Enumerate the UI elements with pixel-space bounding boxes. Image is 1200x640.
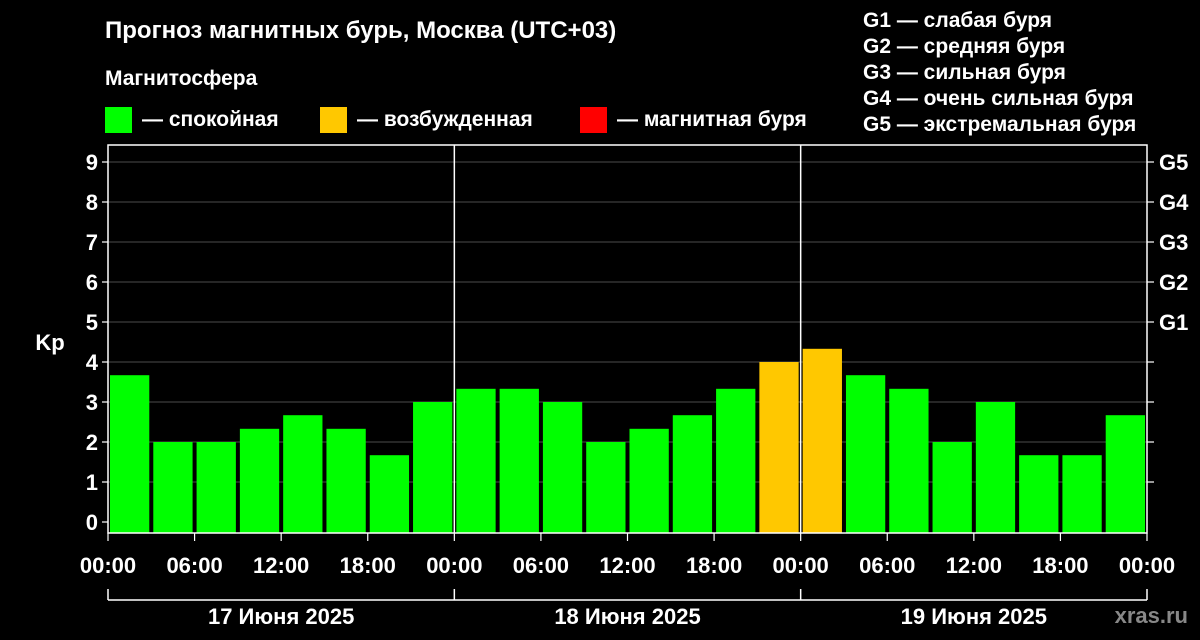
x-tick-label: 00:00 [773, 553, 829, 578]
legend-label-active: — возбужденная [357, 108, 533, 131]
legend-swatch-storm [580, 107, 607, 133]
x-tick-label: 18:00 [340, 553, 396, 578]
x-tick-label: 12:00 [253, 553, 309, 578]
magnetosphere-label: Магнитосфера [105, 67, 258, 90]
bar [153, 442, 193, 533]
g-level-label: G3 [1159, 230, 1188, 255]
legend-item-active: — возбужденная [320, 107, 533, 133]
watermark: xras.ru [1114, 603, 1188, 628]
bar [802, 348, 842, 533]
y-tick-label: 0 [86, 510, 98, 535]
g-scale-item-g1: G1 — слабая буря [863, 9, 1053, 32]
chart-title: Прогноз магнитных бурь, Москва (UTC+03) [105, 17, 617, 44]
bar [932, 442, 972, 533]
bar [413, 402, 453, 533]
bar [369, 455, 410, 533]
g-level-label: G2 [1159, 270, 1188, 295]
legend-item-storm: — магнитная буря [580, 107, 807, 133]
g-level-label: G1 [1159, 310, 1188, 335]
day-label: 18 Июня 2025 [554, 604, 700, 629]
y-tick-label: 1 [86, 470, 98, 495]
bar [196, 442, 236, 533]
bar [672, 415, 713, 533]
bar [499, 388, 539, 533]
legend-label-quiet: — спокойная [142, 108, 279, 131]
y-tick-label: 2 [86, 430, 98, 455]
legend-swatch-quiet [105, 107, 132, 133]
x-tick-label: 12:00 [599, 553, 655, 578]
bar [759, 362, 799, 533]
day-label: 17 Июня 2025 [208, 604, 354, 629]
bar [716, 388, 756, 533]
y-tick-label: 8 [86, 190, 98, 215]
bar [110, 375, 150, 533]
bar [975, 402, 1016, 533]
g-scale-item-g2: G2 — средняя буря [863, 35, 1066, 58]
legend-item-quiet: — спокойная [105, 107, 279, 133]
legend-swatch-active [320, 107, 347, 133]
x-tick-label: 06:00 [859, 553, 915, 578]
g-level-label: G4 [1159, 190, 1189, 215]
x-tick-label: 06:00 [166, 553, 222, 578]
x-tick-label: 18:00 [686, 553, 742, 578]
bar [1105, 415, 1145, 533]
x-tick-label: 00:00 [426, 553, 482, 578]
bar [283, 415, 323, 533]
g-scale-item-g3: G3 — сильная буря [863, 61, 1066, 84]
x-tick-label: 06:00 [513, 553, 569, 578]
y-tick-label: 4 [86, 350, 99, 375]
bar [889, 388, 929, 533]
bar [1019, 455, 1059, 533]
y-axis-label: Kp [35, 330, 64, 355]
g-scale-list: G1 — слабая буря G2 — средняя буря G3 — … [863, 8, 1136, 138]
y-tick-label: 3 [86, 390, 98, 415]
bar [239, 428, 280, 533]
bar [542, 402, 583, 533]
x-tick-label: 18:00 [1032, 553, 1088, 578]
day-label: 19 Июня 2025 [901, 604, 1047, 629]
x-tick-label: 12:00 [946, 553, 1002, 578]
g-scale-item-g4: G4 — очень сильная буря [863, 87, 1134, 110]
x-tick-label: 00:00 [80, 553, 136, 578]
legend-label-storm: — магнитная буря [617, 108, 807, 131]
y-tick-label: 6 [86, 270, 98, 295]
bar [456, 388, 496, 533]
g-level-label: G5 [1159, 150, 1188, 175]
x-tick-label: 00:00 [1119, 553, 1175, 578]
y-tick-label: 9 [86, 150, 98, 175]
bar [629, 428, 669, 533]
bar [1062, 455, 1102, 533]
g-scale-item-g5: G5 — экстремальная буря [863, 113, 1137, 136]
bar [845, 375, 886, 533]
bar [326, 428, 366, 533]
y-tick-label: 5 [86, 310, 98, 335]
y-tick-label: 7 [86, 230, 98, 255]
bar [586, 442, 626, 533]
